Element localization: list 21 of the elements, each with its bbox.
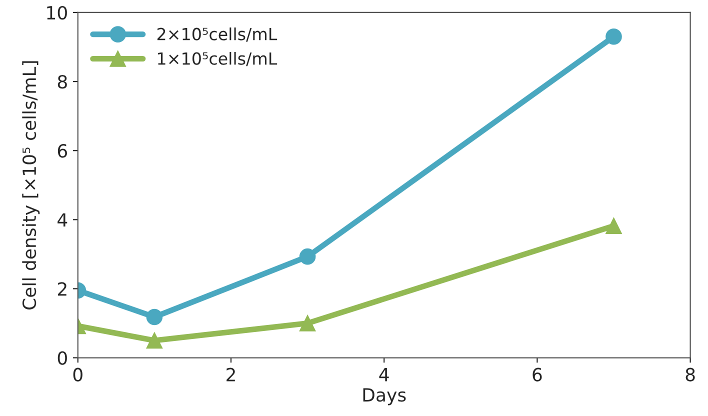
point xyxy=(606,218,622,234)
point xyxy=(299,248,316,265)
x-tick-label: 2 xyxy=(226,368,235,382)
point xyxy=(606,28,622,45)
x-axis-title: Days xyxy=(363,388,406,406)
point xyxy=(299,315,316,332)
point xyxy=(146,308,163,326)
y-tick-label: 10 xyxy=(47,6,67,20)
point xyxy=(146,332,163,349)
y-tick-label: 2 xyxy=(58,282,66,296)
x-tick-label: 0 xyxy=(73,368,82,382)
y-tick-label: 4 xyxy=(58,213,68,227)
legend-label: 1×10⁵cells/mL xyxy=(158,52,278,66)
legend-label: 2×10⁵cells/mL xyxy=(157,27,278,42)
x-tick-label: 4 xyxy=(379,368,389,382)
x-tick-label: 8 xyxy=(686,368,695,382)
x-tick-label: 6 xyxy=(532,368,542,382)
y-axis-title: Cell density [×10⁵ cells/mL] xyxy=(22,61,40,310)
y-tick-label: 6 xyxy=(58,144,68,158)
y-tick-label: 8 xyxy=(58,74,67,89)
y-tick-label: 0 xyxy=(58,351,67,365)
